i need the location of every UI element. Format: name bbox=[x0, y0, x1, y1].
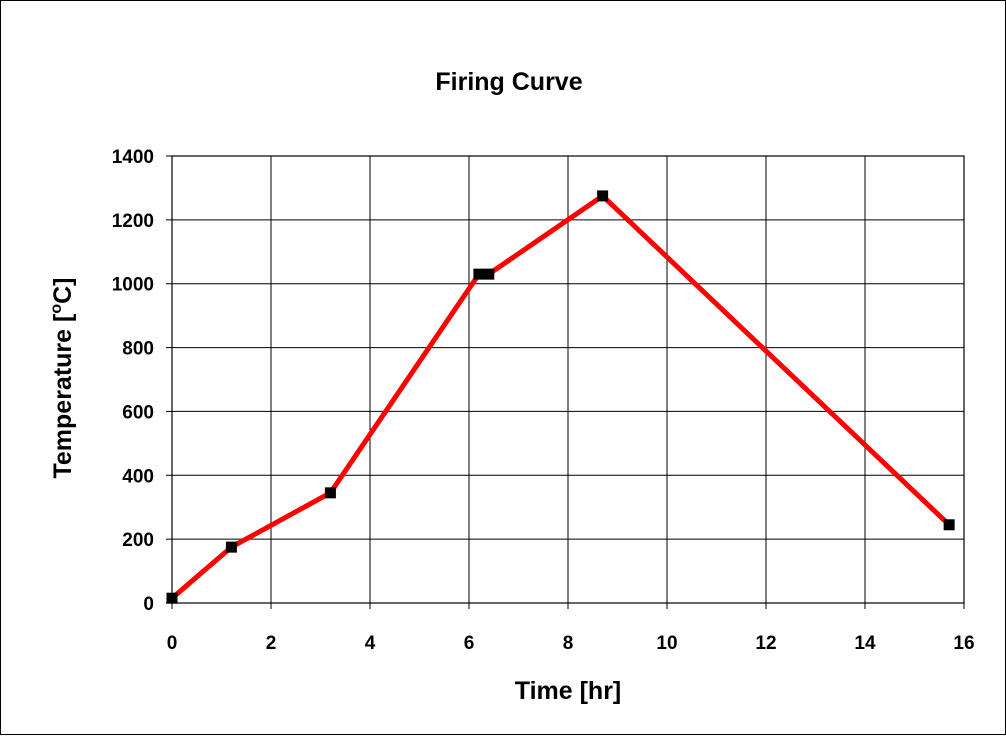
series-line bbox=[170, 193, 951, 601]
y-tick-label: 0 bbox=[143, 594, 154, 615]
data-point-marker bbox=[324, 487, 336, 499]
y-tick-label: 400 bbox=[122, 466, 154, 487]
data-point-marker bbox=[225, 541, 237, 553]
y-tick-label: 600 bbox=[122, 402, 154, 423]
data-point-marker bbox=[473, 268, 485, 280]
series-layer bbox=[166, 190, 955, 604]
y-axis-title-unit: C] bbox=[49, 277, 77, 303]
y-tick-label: 200 bbox=[122, 530, 154, 551]
x-tick-label: 8 bbox=[563, 633, 574, 654]
y-tick-label: 1000 bbox=[112, 275, 154, 296]
x-tick-label: 0 bbox=[167, 633, 178, 654]
y-axis-title: Temperature [oC] bbox=[48, 277, 77, 478]
x-tick-label: 6 bbox=[464, 633, 475, 654]
plot-area bbox=[171, 155, 965, 604]
x-tick-label: 4 bbox=[365, 633, 376, 654]
y-axis-title-main: Temperature [ bbox=[49, 313, 77, 479]
y-tick-label: 1400 bbox=[112, 147, 154, 168]
chart-title: Firing Curve bbox=[435, 68, 582, 96]
x-tick-labels: 0 2 4 6 8 10 12 14 16 bbox=[167, 633, 975, 654]
y-tick-label: 1200 bbox=[112, 211, 154, 232]
x-tick-label: 14 bbox=[854, 633, 876, 654]
x-tick-label: 10 bbox=[656, 633, 677, 654]
data-point-marker bbox=[166, 592, 178, 604]
data-point-marker bbox=[943, 519, 955, 531]
x-tick-label: 12 bbox=[755, 633, 776, 654]
x-tick-label: 16 bbox=[953, 633, 974, 654]
data-point-marker bbox=[483, 268, 495, 280]
y-tick-label: 800 bbox=[122, 339, 154, 360]
data-point-marker bbox=[597, 190, 609, 202]
x-tick-label: 2 bbox=[266, 633, 277, 654]
y-tick-labels: 0 200 400 600 800 1000 1200 1400 bbox=[112, 147, 154, 615]
x-axis-title: Time [hr] bbox=[515, 677, 622, 705]
y-axis-title-superscript: o bbox=[48, 304, 65, 314]
